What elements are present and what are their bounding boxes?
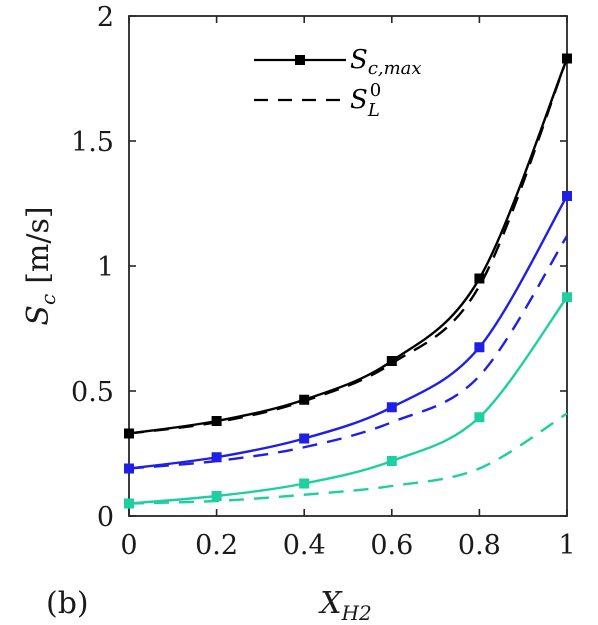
- x-axis-label: XH2: [318, 586, 372, 625]
- y-axis-label: Sc[m/s]: [21, 206, 60, 325]
- x-tick-label: 0.8: [458, 530, 501, 561]
- y-tick-label: 0.5: [71, 377, 114, 408]
- y-tick-label: 2: [97, 2, 114, 33]
- data-point-marker: [386, 456, 397, 466]
- series-line-3: [128, 235, 569, 470]
- legend-square-marker: [295, 55, 305, 65]
- y-tick-label: 1.5: [71, 127, 114, 158]
- legend: Sc,max SL0: [245, 32, 445, 126]
- data-point-marker: [386, 356, 397, 366]
- data-point-marker: [211, 491, 222, 501]
- data-point-marker: [124, 463, 134, 474]
- axis-ticks: [128, 15, 568, 517]
- data-point-marker: [562, 191, 572, 201]
- x-tick-label: 0.2: [195, 530, 238, 561]
- y-tick-labels: 0 0.5 1 1.5 2: [71, 2, 114, 533]
- data-point-marker: [211, 416, 222, 426]
- y-tick-label: 1: [97, 252, 114, 283]
- x-tick-label: 0.6: [370, 530, 413, 561]
- series-line-5: [128, 412, 568, 505]
- legend-label-sl0: SL0: [350, 80, 381, 121]
- legend-box: [245, 32, 445, 126]
- data-point-marker: [474, 342, 485, 353]
- legend-label-sc-max: Sc,max: [350, 45, 422, 79]
- data-point-marker: [299, 478, 310, 489]
- x-tick-labels: 0 0.2 0.4 0.6 0.8 1: [120, 530, 575, 561]
- data-point-marker: [562, 292, 572, 303]
- data-point-marker: [562, 53, 572, 64]
- x-tick-label: 0: [120, 530, 137, 561]
- series-line-4: [128, 296, 568, 505]
- data-point-marker: [474, 412, 485, 423]
- x-tick-label: 1: [558, 530, 575, 561]
- data-point-marker: [299, 433, 310, 444]
- data-point-marker: [124, 498, 134, 509]
- data-point-marker: [211, 452, 222, 463]
- data-point-marker: [299, 394, 310, 405]
- series-line-2: [128, 195, 569, 470]
- data-point-marker: [474, 273, 485, 284]
- panel-label: (b): [46, 586, 89, 621]
- series-layer: [124, 53, 572, 509]
- y-tick-label: 0: [97, 502, 114, 533]
- data-point-marker: [124, 428, 134, 439]
- data-point-marker: [386, 402, 397, 413]
- x-tick-label: 0.4: [283, 530, 326, 561]
